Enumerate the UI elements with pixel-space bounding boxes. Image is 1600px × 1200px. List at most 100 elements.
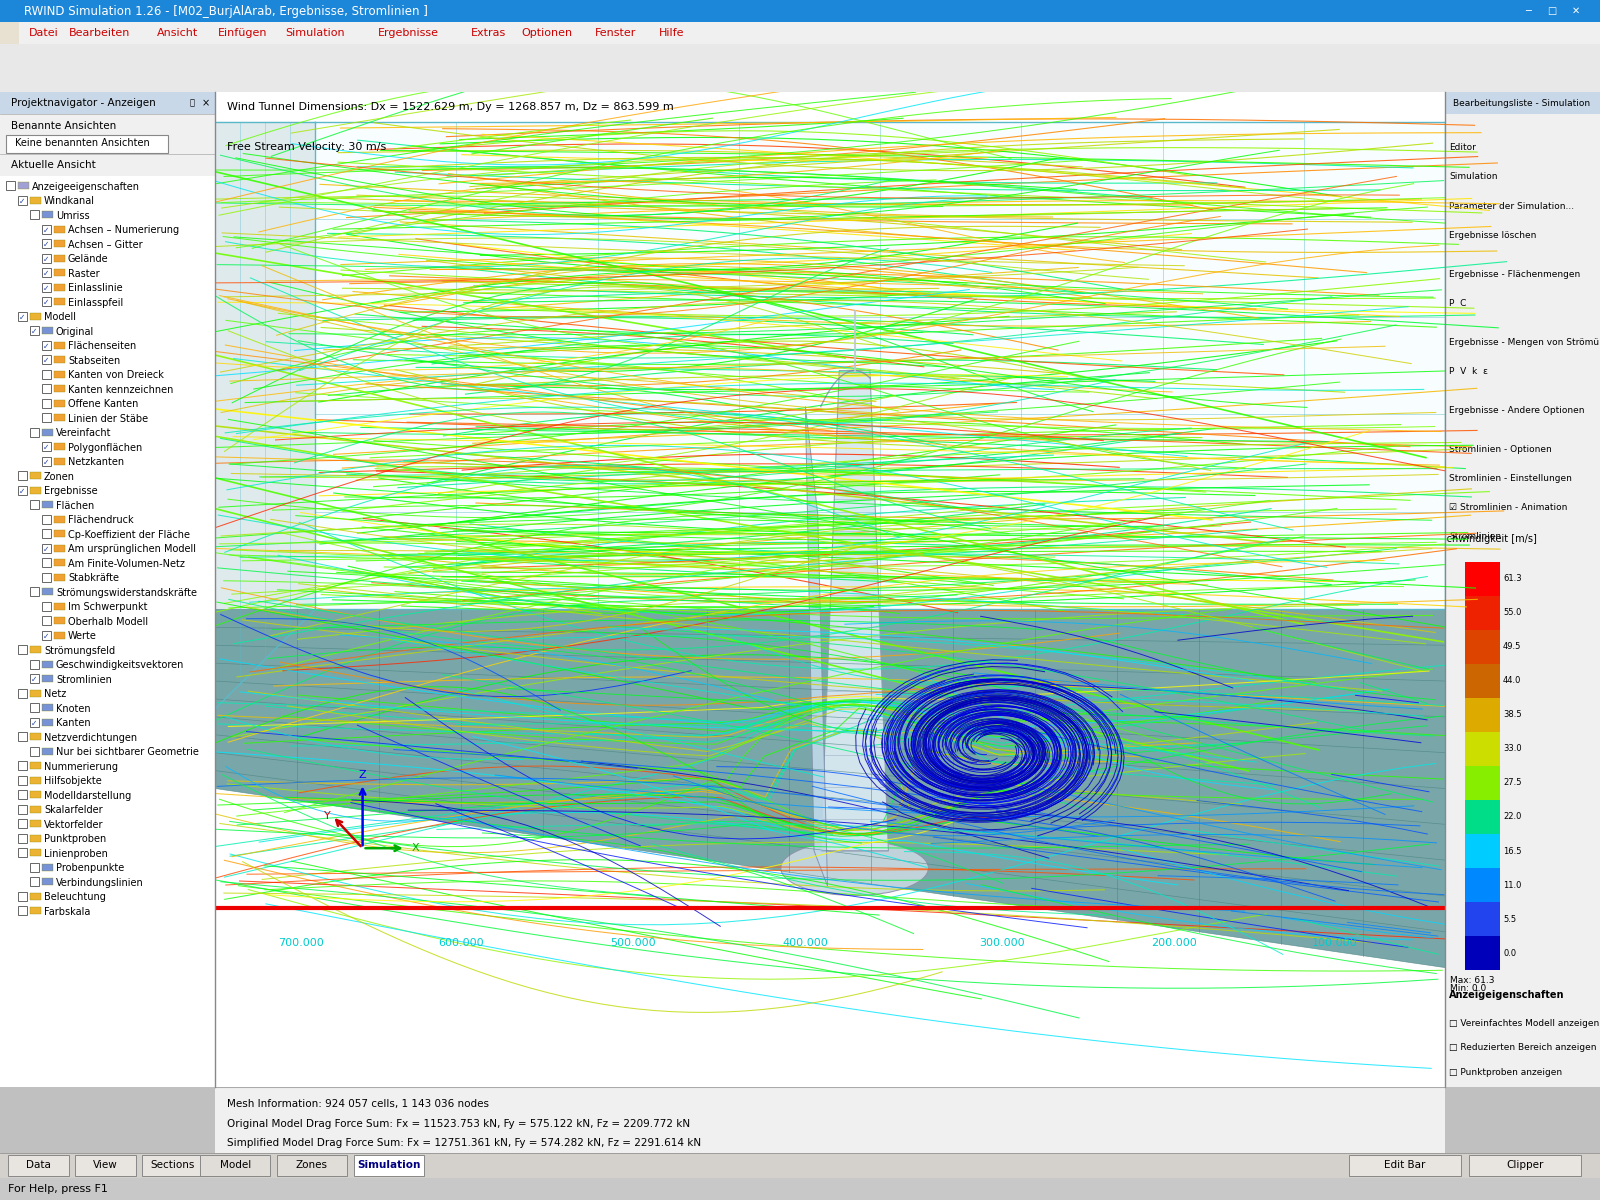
Bar <box>30 762 42 769</box>
Bar <box>30 646 42 653</box>
Text: Polygonflächen: Polygonflächen <box>67 443 142 452</box>
Text: Z: Z <box>358 769 366 780</box>
Bar <box>30 791 42 798</box>
Text: Ergebnisse löschen: Ergebnisse löschen <box>1450 230 1536 240</box>
Text: Stabseiten: Stabseiten <box>67 355 120 366</box>
Bar <box>30 733 42 740</box>
Text: Punktproben: Punktproben <box>45 834 106 844</box>
Bar <box>42 601 51 611</box>
Bar <box>54 631 66 638</box>
Text: ✓: ✓ <box>43 254 50 264</box>
Bar <box>18 646 27 654</box>
Text: Offene Kanten: Offene Kanten <box>67 400 138 409</box>
Text: Min: 0.0: Min: 0.0 <box>1450 984 1486 994</box>
Bar <box>54 443 66 450</box>
Text: Optionen: Optionen <box>522 28 573 38</box>
Bar <box>18 848 27 857</box>
Text: Farbskala: Farbskala <box>45 907 90 917</box>
Bar <box>30 500 38 509</box>
Bar <box>54 414 66 421</box>
Bar <box>54 269 66 276</box>
Bar <box>18 790 27 799</box>
Bar <box>54 400 66 407</box>
Text: Am ursprünglichen Modell: Am ursprünglichen Modell <box>67 544 195 554</box>
Text: Parameter der Simulation...: Parameter der Simulation... <box>1450 202 1574 210</box>
Text: Keine benannten Ansichten: Keine benannten Ansichten <box>14 138 150 148</box>
Text: ✓: ✓ <box>43 631 50 641</box>
Bar <box>42 428 53 436</box>
Text: 55.0: 55.0 <box>1502 608 1522 617</box>
Text: Y: Y <box>325 811 331 821</box>
Text: 口: 口 <box>189 98 194 108</box>
Bar <box>54 342 66 349</box>
Bar <box>1469 1154 1581 1176</box>
Bar <box>18 196 27 205</box>
Bar <box>42 298 51 306</box>
Bar <box>54 385 66 392</box>
Text: Simulation: Simulation <box>357 1160 421 1170</box>
Bar <box>1466 834 1501 868</box>
Text: □ Vereinfachtes Modell anzeigen: □ Vereinfachtes Modell anzeigen <box>1450 1019 1600 1028</box>
Bar <box>18 805 27 814</box>
Bar <box>42 442 51 451</box>
Bar <box>30 776 42 784</box>
Bar <box>1466 664 1501 697</box>
Text: Raster: Raster <box>67 269 99 278</box>
Text: Achsen – Numerierung: Achsen – Numerierung <box>67 226 179 235</box>
Text: Modell: Modell <box>45 312 77 322</box>
Bar <box>142 1154 203 1176</box>
Bar <box>42 384 51 394</box>
Text: 500.000: 500.000 <box>610 937 656 948</box>
Bar <box>42 224 51 234</box>
Text: Max: 61.3: Max: 61.3 <box>1450 977 1494 985</box>
Text: ✓: ✓ <box>19 313 26 322</box>
Text: Kanten: Kanten <box>56 718 91 728</box>
Text: Editor: Editor <box>1450 143 1475 152</box>
Bar <box>0 22 19 44</box>
Text: Simulation: Simulation <box>1450 173 1498 181</box>
Text: Flächenseiten: Flächenseiten <box>67 341 136 352</box>
Text: Stromlinien - Optionen: Stromlinien - Optionen <box>1450 445 1552 454</box>
Bar <box>1466 732 1501 766</box>
Bar <box>1466 868 1501 902</box>
Text: Original: Original <box>56 326 94 337</box>
Text: 33.0: 33.0 <box>1502 744 1522 754</box>
Text: Netzkanten: Netzkanten <box>67 457 125 467</box>
Bar <box>30 587 38 596</box>
Text: ×: × <box>202 98 210 108</box>
Bar <box>54 283 66 290</box>
Text: Einlasspfeil: Einlasspfeil <box>67 298 123 307</box>
Text: Benannte Ansichten: Benannte Ansichten <box>11 121 115 131</box>
Text: Oberhalb Modell: Oberhalb Modell <box>67 617 149 626</box>
Bar <box>30 660 38 668</box>
Text: RWIND Simulation 1.26 - [M02_BurjAlArab, Ergebnisse, Stromlinien ]: RWIND Simulation 1.26 - [M02_BurjAlArab,… <box>24 5 427 18</box>
Text: ✓: ✓ <box>30 328 37 336</box>
Bar <box>42 502 53 508</box>
Text: Im Schwerpunkt: Im Schwerpunkt <box>67 602 147 612</box>
Bar <box>30 835 42 841</box>
Bar <box>42 704 53 712</box>
Text: Nur bei sichtbarer Geometrie: Nur bei sichtbarer Geometrie <box>56 748 198 757</box>
Text: Zones: Zones <box>296 1160 328 1170</box>
Text: Linienproben: Linienproben <box>45 848 107 859</box>
Bar <box>354 1154 424 1176</box>
Bar <box>42 878 53 886</box>
Bar <box>30 210 38 220</box>
Text: Strömungsfeld: Strömungsfeld <box>45 646 115 655</box>
Text: Stromlinien: Stromlinien <box>56 674 112 685</box>
Text: 11.0: 11.0 <box>1502 881 1522 889</box>
Bar <box>42 631 51 640</box>
Text: Cp-Koeffizient der Fläche: Cp-Koeffizient der Fläche <box>67 529 190 540</box>
Text: Modelldarstellung: Modelldarstellung <box>45 791 131 800</box>
Text: Fenster: Fenster <box>595 28 637 38</box>
Text: Stromlinien - Einstellungen: Stromlinien - Einstellungen <box>1450 474 1571 484</box>
Text: 100.000: 100.000 <box>1312 937 1357 948</box>
Text: ✓: ✓ <box>43 457 50 467</box>
Bar <box>42 529 51 538</box>
Bar <box>18 472 27 480</box>
Bar <box>54 516 66 523</box>
Text: Netz: Netz <box>45 689 66 700</box>
Bar <box>18 892 27 901</box>
Text: 600.000: 600.000 <box>438 937 483 948</box>
Ellipse shape <box>781 841 928 895</box>
